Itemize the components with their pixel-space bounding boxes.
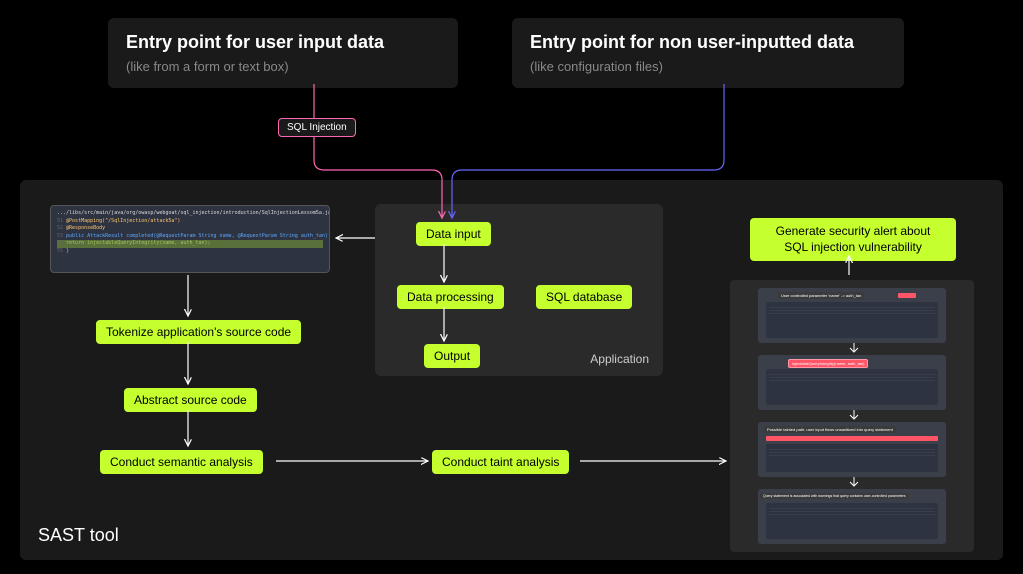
pill-alert-line2: SQL injection vulnerability [784, 240, 922, 254]
thumb-1-badge: User controlled parameter 'name' -> auth… [778, 292, 864, 299]
code-path: .../libs/src/main/java/org/owasp/webgoat… [57, 210, 323, 218]
thumb-arrow-2 [848, 410, 860, 422]
entry-user-title: Entry point for user input data [126, 32, 440, 53]
thumb-1-code [766, 302, 938, 338]
application-label: Application [590, 352, 649, 366]
pill-taint: Conduct taint analysis [432, 450, 569, 474]
thumb-2-badge: injectableQueryIntegrity(name, auth_tan) [788, 359, 868, 368]
pill-data-processing: Data processing [397, 285, 504, 309]
thumb-3-code [766, 444, 938, 472]
entry-nonuser-subtitle: (like configuration files) [530, 59, 886, 74]
thumb-3-badge: Possible tainted path: user input flows … [764, 426, 896, 433]
thumb-arrow-1 [848, 343, 860, 355]
sql-injection-badge: SQL Injection [278, 118, 356, 137]
pill-abstract: Abstract source code [124, 388, 257, 412]
thumb-arrow-3 [848, 477, 860, 489]
pill-data-input: Data input [416, 222, 491, 246]
pill-semantic: Conduct semantic analysis [100, 450, 263, 474]
thumb-1: User controlled parameter 'name' -> auth… [758, 288, 946, 343]
sast-tool-label: SAST tool [38, 525, 119, 546]
code-snippet: .../libs/src/main/java/org/owasp/webgoat… [50, 205, 330, 273]
thumb-2: injectableQueryIntegrity(name, auth_tan) [758, 355, 946, 410]
thumb-4-badge: Query statement is associated with warni… [760, 493, 909, 499]
alert-thumbnails-panel: User controlled parameter 'name' -> auth… [730, 280, 974, 552]
entry-user-subtitle: (like from a form or text box) [126, 59, 440, 74]
pill-alert-line1: Generate security alert about [776, 224, 931, 238]
entry-nonuser-title: Entry point for non user-inputted data [530, 32, 886, 53]
entry-user-input-box: Entry point for user input data (like fr… [108, 18, 458, 88]
pill-tokenize: Tokenize application's source code [96, 320, 301, 344]
pill-sql-database: SQL database [536, 285, 632, 309]
thumb-2-code [766, 369, 938, 405]
pill-alert: Generate security alert about SQL inject… [750, 218, 956, 261]
thumb-4-code [766, 503, 938, 539]
thumb-3: Possible tainted path: user input flows … [758, 422, 946, 477]
pill-output: Output [424, 344, 480, 368]
thumb-4: Query statement is associated with warni… [758, 489, 946, 544]
entry-nonuser-input-box: Entry point for non user-inputted data (… [512, 18, 904, 88]
